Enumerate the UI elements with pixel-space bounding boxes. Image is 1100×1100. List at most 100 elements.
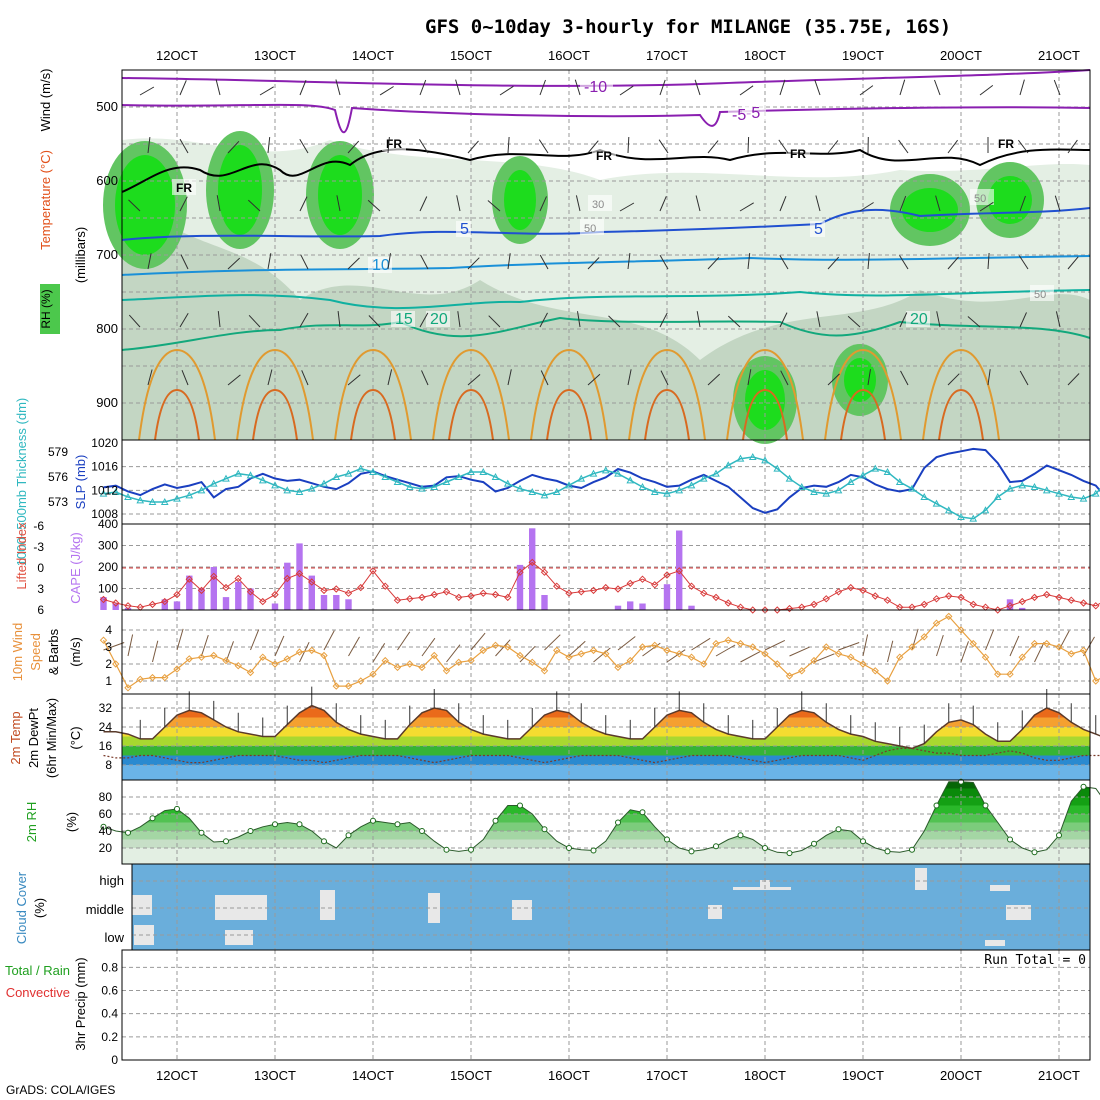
contour-label-bg — [172, 179, 196, 195]
thickness-point — [516, 484, 524, 492]
wind-barb — [739, 202, 754, 212]
wind-speed-point — [614, 663, 622, 672]
cape-bar — [308, 575, 315, 610]
wind-speed-point — [785, 672, 794, 680]
lifted-index-point — [406, 595, 414, 603]
wind-barb — [899, 312, 908, 328]
rh-point — [419, 828, 425, 834]
wind-speed-point — [1018, 653, 1026, 661]
lifted-index-point — [810, 600, 818, 609]
y-tick-label-lifted-index: -3 — [33, 540, 44, 554]
wind-barb — [300, 254, 309, 270]
y-tick-label-precip: 0.4 — [101, 1007, 118, 1021]
wind-barb — [1067, 256, 1079, 270]
rh-point — [688, 848, 695, 855]
thickness-point — [883, 467, 892, 475]
lifted-index-point — [700, 589, 708, 597]
contour-label: FR — [596, 149, 612, 163]
surface-wind-barb — [201, 634, 209, 657]
cape-bar — [235, 582, 242, 610]
isotherm-10 — [121, 255, 1091, 276]
thickness-point — [565, 481, 573, 489]
thickness-point — [1006, 484, 1014, 492]
lifted-index-point — [332, 585, 340, 593]
wind-barb — [347, 257, 360, 270]
thickness-point — [258, 476, 267, 484]
contour-label: 50 — [974, 193, 986, 205]
cape-bar — [516, 564, 524, 610]
wind-barb — [139, 86, 155, 96]
wind-speed-point — [295, 648, 304, 656]
thickness-point — [173, 494, 181, 502]
surface-wind-barb — [593, 647, 611, 663]
contour-label-bg — [580, 219, 604, 235]
temp-band — [122, 746, 1090, 756]
wind-barb — [898, 139, 909, 154]
y-axis-label-cape: CAPE (J/kg) — [68, 532, 83, 604]
cloud-patch — [512, 900, 532, 920]
wind-barb — [627, 253, 631, 270]
thickness-point — [111, 487, 120, 495]
isotherm-30 — [546, 388, 592, 441]
thickness-point — [846, 477, 855, 485]
wind-barb — [816, 311, 821, 328]
wind-barb — [979, 201, 994, 212]
lifted-index-point — [295, 569, 304, 578]
rh-point — [860, 838, 866, 845]
wind-barb — [847, 315, 861, 328]
y-axis-label-temp-d: (°C) — [68, 726, 83, 749]
rh-legend-swatch — [40, 284, 60, 334]
y-tick-label-lifted-index: 3 — [37, 582, 44, 596]
contour-label-bg — [970, 189, 994, 205]
wind-barb — [947, 139, 958, 154]
thickness-point — [822, 489, 831, 497]
lifted-index-point — [675, 567, 683, 575]
lifted-index-point — [308, 578, 316, 586]
wind-barb — [1018, 255, 1029, 270]
contour-label: FR — [790, 147, 806, 161]
wind-speed-point — [724, 636, 732, 644]
wind-barb — [387, 253, 391, 270]
wind-speed-point — [332, 682, 340, 690]
contour-label-bg — [728, 107, 752, 123]
thickness-point — [773, 464, 782, 472]
precip-frame — [121, 949, 1091, 1061]
wind-barb — [827, 373, 840, 386]
run-total-text: Run Total = 0 — [984, 953, 1086, 968]
wind-barb — [859, 202, 874, 212]
thickness-point — [969, 514, 978, 522]
wind-barb — [215, 79, 221, 96]
cloud-patch — [985, 940, 1005, 946]
lifted-index-point — [1006, 602, 1014, 610]
wind-speed-point — [736, 639, 745, 648]
wind-barb — [658, 139, 669, 154]
cape-bar — [247, 588, 254, 610]
lifted-index-point — [553, 582, 561, 590]
lifted-index-point — [210, 572, 218, 581]
wind-barb — [507, 136, 510, 154]
wind-speed-point — [908, 643, 916, 651]
x-tick-label-bottom: 13OCT — [254, 1068, 296, 1083]
wind-barb — [779, 196, 787, 212]
wind-barb — [217, 311, 221, 328]
thickness-point — [454, 472, 463, 480]
lifted-index-point — [124, 602, 132, 610]
rh-band — [122, 848, 1090, 864]
lifted-index-point — [969, 600, 977, 609]
wind-barb — [379, 86, 394, 96]
contour-label-bg — [588, 195, 612, 211]
wind-barb — [587, 373, 601, 386]
cloud-patch — [990, 885, 1010, 891]
isotherm-5 — [121, 207, 1091, 241]
y-tick-label-lifted-index: 0 — [37, 561, 44, 575]
wind-speed-point — [406, 660, 414, 668]
wind-barb — [1053, 79, 1061, 96]
lifted-index-point — [994, 606, 1002, 614]
wind-speed-point — [467, 656, 475, 665]
temp-band — [122, 765, 1090, 780]
wind-speed-point — [161, 673, 169, 682]
wind-speed-point — [798, 667, 806, 675]
wind-barb — [540, 370, 549, 386]
y-axis-label-lifted-index: Lifted Index — [14, 522, 29, 590]
wind-barb — [899, 79, 906, 96]
